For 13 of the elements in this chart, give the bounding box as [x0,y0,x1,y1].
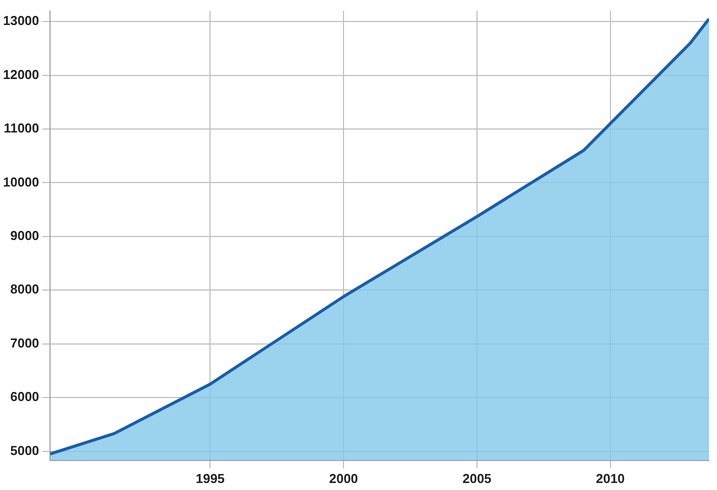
y-tick-label: 7000 [10,335,40,350]
y-tick-label: 12000 [2,66,40,82]
y-tick-label: 13000 [2,13,40,28]
x-tick-label: 2000 [329,470,358,486]
y-tick-label: 10000 [2,174,40,190]
y-tick-label: 9000 [10,228,40,243]
y-tick-label: 8000 [10,282,40,297]
x-tick-label: 2010 [596,470,625,486]
y-tick-label: 5000 [10,442,40,458]
x-tick-label: 1995 [196,470,225,486]
x-tick-label: 2005 [462,470,492,486]
y-tick-label: 6000 [10,389,40,404]
y-tick-label: 11000 [4,120,40,136]
